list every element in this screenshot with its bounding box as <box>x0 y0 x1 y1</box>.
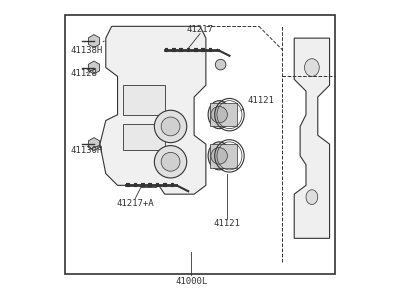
FancyBboxPatch shape <box>124 85 165 115</box>
FancyBboxPatch shape <box>210 144 237 168</box>
Ellipse shape <box>306 190 318 205</box>
Polygon shape <box>88 61 100 74</box>
Circle shape <box>154 146 187 178</box>
Polygon shape <box>88 34 100 47</box>
Text: 41000L: 41000L <box>175 277 207 286</box>
FancyBboxPatch shape <box>124 124 165 150</box>
Ellipse shape <box>304 59 319 76</box>
Text: 41138H: 41138H <box>70 41 104 55</box>
Text: 41121: 41121 <box>241 96 274 110</box>
Circle shape <box>211 148 227 164</box>
Text: 41121: 41121 <box>213 219 240 228</box>
Circle shape <box>215 59 226 70</box>
Ellipse shape <box>208 142 230 170</box>
Circle shape <box>161 117 180 136</box>
FancyBboxPatch shape <box>210 103 237 126</box>
Circle shape <box>161 152 180 171</box>
Text: 41128: 41128 <box>70 69 97 78</box>
Polygon shape <box>294 38 330 238</box>
Text: 41217+A: 41217+A <box>116 199 154 208</box>
Polygon shape <box>100 26 206 194</box>
Circle shape <box>154 110 187 142</box>
Circle shape <box>211 106 227 123</box>
Text: 41217: 41217 <box>186 25 214 34</box>
Ellipse shape <box>208 101 230 129</box>
Text: 41130H: 41130H <box>70 145 103 155</box>
Polygon shape <box>88 138 100 151</box>
